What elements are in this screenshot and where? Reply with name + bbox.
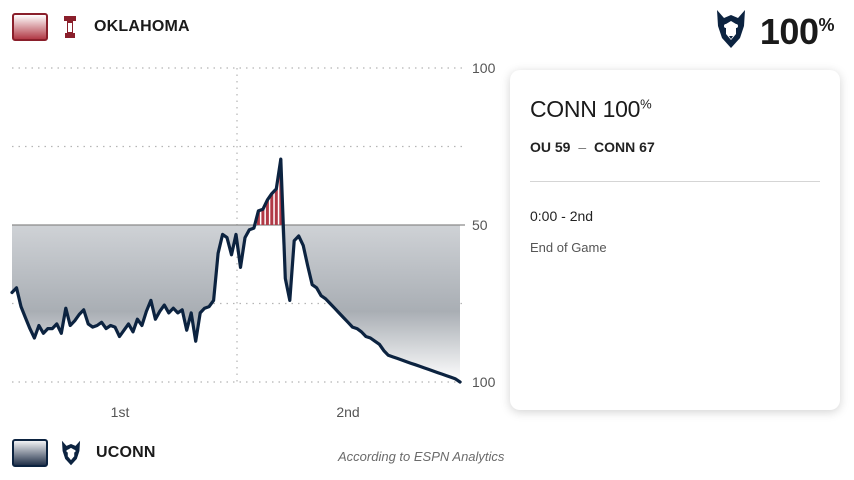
- husky-logo-icon: [60, 438, 82, 468]
- uconn-area-fill: [12, 225, 460, 382]
- oklahoma-color-swatch: [12, 13, 48, 41]
- x-period-label: 2nd: [336, 404, 359, 420]
- x-period-label: 1st: [111, 404, 130, 420]
- husky-logo-icon: [714, 8, 748, 55]
- team-row-uconn: UCONN: [12, 437, 156, 469]
- ou-logo-icon: [60, 13, 80, 41]
- team-name-oklahoma: OKLAHOMA: [94, 18, 190, 35]
- game-status: End of Game: [530, 240, 607, 255]
- card-divider: [530, 181, 820, 182]
- score-uconn: CONN 67: [594, 139, 655, 155]
- team-name-uconn: UCONN: [96, 444, 156, 461]
- win-probability-chart: 100 50 100 1st 2nd: [10, 60, 496, 420]
- analytics-credit: According to ESPN Analytics: [338, 449, 505, 464]
- score-oklahoma: OU 59: [530, 139, 571, 155]
- y-tick-label: 50: [472, 217, 488, 233]
- card-score: OU 59 – CONN 67: [530, 139, 820, 155]
- win-probability-unit: %: [818, 14, 834, 35]
- win-probability-value: 100%: [759, 10, 835, 53]
- win-probability-line: [10, 157, 462, 384]
- y-tick-label: 100: [472, 60, 496, 76]
- uconn-color-swatch: [12, 439, 48, 467]
- card-team: CONN: [530, 96, 597, 122]
- win-probability-display: 100%: [714, 8, 834, 55]
- game-clock: 0:00 - 2nd: [530, 208, 594, 224]
- score-separator: –: [578, 139, 587, 155]
- game-detail-card: CONN 100% OU 59 – CONN 67 0:00 - 2nd End…: [510, 70, 840, 410]
- win-probability-number: 100: [759, 10, 819, 52]
- y-tick-label: 100: [472, 374, 496, 390]
- card-percent: 100%: [602, 96, 652, 122]
- oklahoma-lead-segment: [256, 159, 283, 225]
- team-row-oklahoma: OKLAHOMA: [12, 12, 190, 42]
- card-headline: CONN 100%: [530, 96, 820, 123]
